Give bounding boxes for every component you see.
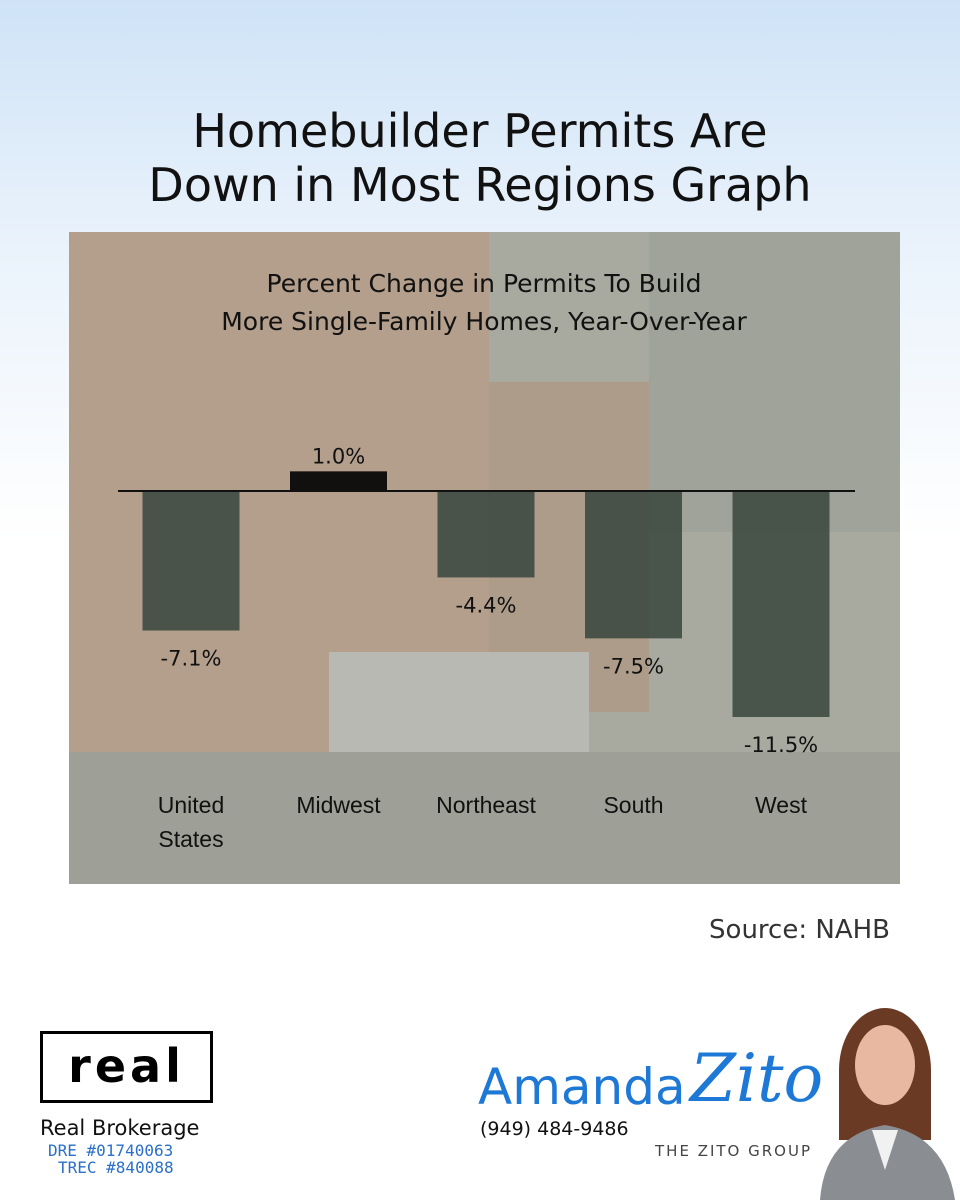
brokerage: Real Brokerage [40, 1116, 200, 1140]
category-label: South [603, 792, 664, 818]
dre: DRE #01740063 [48, 1141, 174, 1160]
bar [437, 491, 535, 578]
bar [290, 471, 387, 491]
last-name: Zito [690, 1040, 824, 1117]
value-label: -7.1% [161, 647, 222, 671]
trec: TREC #840088 [58, 1158, 174, 1177]
phone: (949) 484-9486 [480, 1118, 629, 1140]
chart: Percent Change in Permits To Build More … [69, 232, 900, 884]
value-label: 1.0% [312, 444, 365, 468]
heading-line: Down in Most Regions Graph [148, 158, 812, 212]
logo: real [40, 1031, 213, 1103]
bar [142, 491, 240, 631]
first-name: Amanda [478, 1058, 686, 1116]
value-label: -4.4% [456, 593, 517, 617]
category-label: West [755, 792, 807, 818]
category-label: Northeast [436, 792, 536, 818]
source: Source: NAHB [709, 915, 890, 945]
chart-title: More Single-Family Homes, Year-Over-Year [221, 307, 747, 336]
heading-line: Homebuilder Permits Are [192, 104, 768, 158]
category-label: United States [157, 792, 225, 852]
bar [732, 491, 830, 717]
chart-title: Percent Change in Permits To Build [267, 269, 702, 298]
category-label: Midwest [296, 792, 381, 818]
portrait [820, 1008, 955, 1200]
value-label: -11.5% [744, 733, 818, 757]
value-label: -7.5% [603, 654, 664, 678]
bar [585, 491, 682, 639]
group: THE ZITO GROUP [655, 1142, 813, 1160]
